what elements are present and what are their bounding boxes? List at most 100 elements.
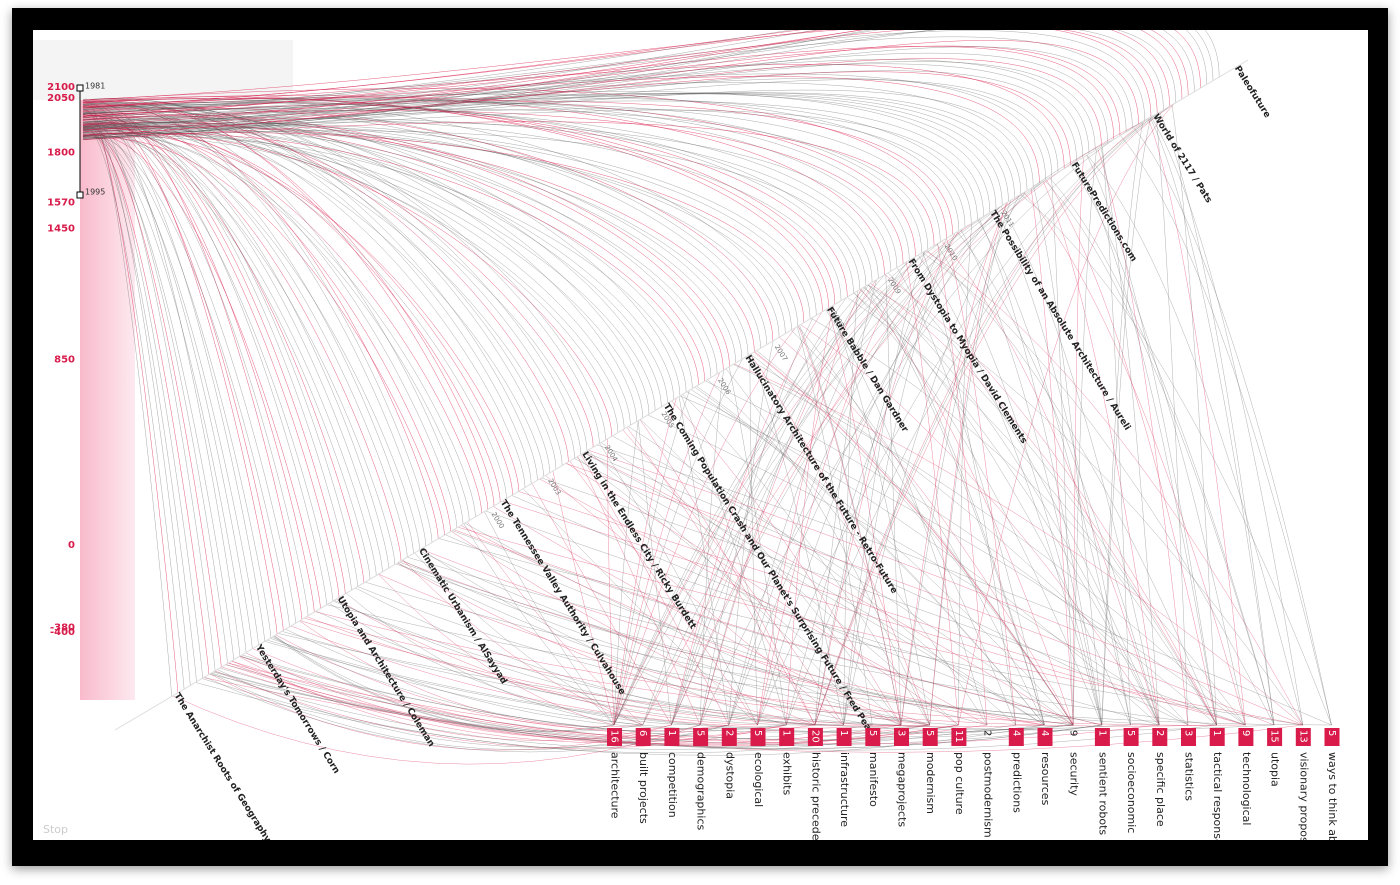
link xyxy=(671,311,823,726)
link xyxy=(671,400,902,726)
link xyxy=(854,292,1103,726)
tag-count: 3 xyxy=(1183,730,1194,736)
tag-count: 2 xyxy=(723,730,734,736)
link xyxy=(1075,161,1217,726)
link xyxy=(612,435,1074,726)
link xyxy=(228,662,902,745)
link xyxy=(452,530,1102,726)
link xyxy=(1072,149,1097,726)
tag-box xyxy=(1008,728,1024,746)
link xyxy=(642,120,1146,726)
arc xyxy=(82,52,1108,144)
tag-name: architecture xyxy=(609,752,622,819)
link xyxy=(407,556,1217,726)
link xyxy=(958,103,1175,726)
year-label: 2006 xyxy=(716,377,733,397)
arc xyxy=(82,105,557,470)
link xyxy=(1149,117,1275,726)
link xyxy=(750,354,930,726)
arc xyxy=(82,133,476,517)
link xyxy=(811,318,1246,726)
link xyxy=(754,351,1074,726)
link xyxy=(905,262,959,726)
tag-box xyxy=(693,728,709,746)
link xyxy=(937,243,988,726)
tag-name: infrastructure xyxy=(838,752,851,827)
publication-title: The Anarchist Roots of Geography xyxy=(172,691,273,840)
arc xyxy=(82,111,662,407)
arc xyxy=(82,101,433,543)
tag-name: exhibits xyxy=(781,752,794,795)
axis-label: -400 xyxy=(50,627,75,638)
link xyxy=(211,672,930,750)
link xyxy=(628,426,1016,726)
arc xyxy=(82,132,643,418)
arc xyxy=(82,133,519,492)
tag-box xyxy=(807,728,823,746)
arc xyxy=(82,116,712,378)
link xyxy=(941,240,1160,726)
arc xyxy=(82,108,966,228)
link xyxy=(690,389,1074,726)
link xyxy=(733,364,1246,726)
tag-name: megaprojects xyxy=(896,752,909,827)
link xyxy=(209,673,1217,751)
arc xyxy=(82,127,507,499)
link xyxy=(1148,118,1246,726)
arc xyxy=(82,88,947,239)
year-label: 2004 xyxy=(603,444,620,464)
link xyxy=(750,353,1074,726)
stop-button[interactable]: Stop xyxy=(43,823,68,836)
link xyxy=(779,337,1074,726)
axis-label: 2100 xyxy=(47,82,75,93)
tag-count: 5 xyxy=(867,730,878,736)
link xyxy=(1033,186,1103,726)
link xyxy=(239,655,930,741)
link xyxy=(864,286,1045,726)
link xyxy=(896,267,1045,726)
tag-box xyxy=(1324,728,1340,746)
link xyxy=(273,636,615,732)
tag-name: utopia xyxy=(1269,752,1282,787)
link xyxy=(326,604,1332,726)
tag-name: ways to think abou xyxy=(1326,752,1339,840)
link xyxy=(725,368,930,726)
link xyxy=(843,233,956,726)
tag-box xyxy=(1238,728,1254,746)
link xyxy=(978,218,1103,726)
arc xyxy=(82,132,619,433)
link xyxy=(828,308,902,726)
tag-box xyxy=(1152,728,1168,746)
arc xyxy=(82,97,972,224)
link xyxy=(900,201,1009,726)
link xyxy=(843,250,926,726)
background-band xyxy=(33,40,293,100)
tag-count: 5 xyxy=(695,730,706,736)
link xyxy=(285,628,787,730)
axis-label: -380 xyxy=(50,623,75,634)
link xyxy=(744,357,1189,726)
link xyxy=(757,288,862,726)
tag-name: pop culture xyxy=(953,752,966,815)
tag-box xyxy=(922,728,938,746)
arc xyxy=(82,99,581,455)
tag-count: 1 xyxy=(1211,730,1222,736)
arc xyxy=(82,71,1071,166)
screen: 1981 1995 Stop 2100 2050 1800 1570 1450 850 0-… xyxy=(33,30,1368,840)
link xyxy=(814,113,1159,726)
tag-count: 2 xyxy=(982,730,993,736)
tag-count: 5 xyxy=(924,730,935,736)
link xyxy=(398,561,1074,726)
arc xyxy=(82,79,1059,173)
arc xyxy=(82,40,1139,136)
link xyxy=(522,488,758,726)
arc xyxy=(82,46,1115,140)
link xyxy=(814,102,1177,726)
arc xyxy=(82,30,1214,139)
arc xyxy=(82,128,482,514)
link xyxy=(221,666,959,747)
arc xyxy=(82,70,1077,162)
link xyxy=(705,380,1217,726)
tag-count: 4 xyxy=(1010,730,1021,736)
link xyxy=(172,695,701,765)
